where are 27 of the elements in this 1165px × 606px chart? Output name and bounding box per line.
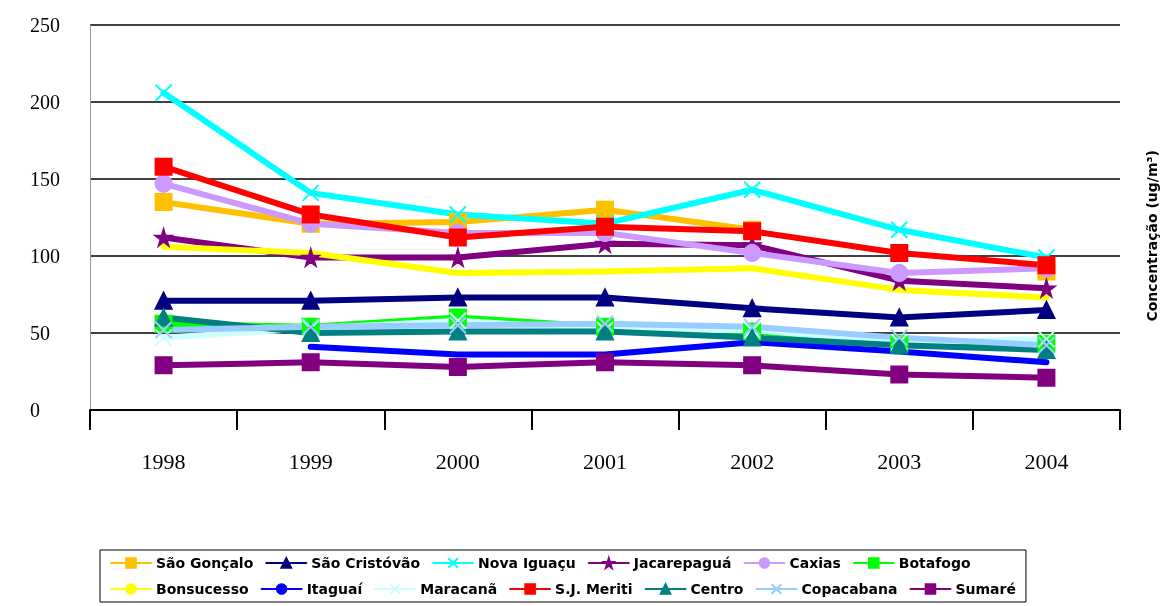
y-tick-label: 100 (30, 245, 60, 267)
legend-label: Botafogo (898, 555, 971, 571)
x-tick-label: 2000 (435, 448, 480, 474)
legend-label: Bonsucesso (156, 581, 250, 597)
legend-label: Copacabana (801, 581, 898, 597)
y-axis-title: Concentração (ug/m³) (1144, 149, 1160, 322)
legend-label: Centro (690, 581, 744, 597)
x-tick-label: 2002 (730, 448, 775, 474)
legend-label: Jacarepaguá (632, 555, 732, 571)
y-tick-label: 200 (30, 91, 60, 113)
legend-label: Itaguaí (306, 581, 364, 597)
legend-label: São Cristóvão (311, 555, 421, 571)
legend-label: S.J. Meriti (555, 581, 633, 597)
x-tick-label: 2001 (583, 448, 627, 474)
y-tick-label: 50 (30, 322, 50, 344)
x-tick-label: 1999 (288, 448, 333, 474)
legend-label: Sumaré (955, 581, 1016, 597)
y-tick-label: 150 (30, 168, 60, 190)
x-tick-label: 2004 (1024, 448, 1069, 474)
legend-label: São Gonçalo (156, 555, 254, 571)
legend-label: Caxias (789, 555, 841, 571)
y-tick-label: 0 (30, 399, 40, 421)
x-tick-label: 2003 (877, 448, 922, 474)
x-tick-label: 1998 (141, 448, 186, 474)
legend-label: Nova Iguaçu (478, 555, 576, 571)
legend-label: Maracanã (420, 581, 498, 597)
y-tick-label: 250 (30, 14, 60, 36)
